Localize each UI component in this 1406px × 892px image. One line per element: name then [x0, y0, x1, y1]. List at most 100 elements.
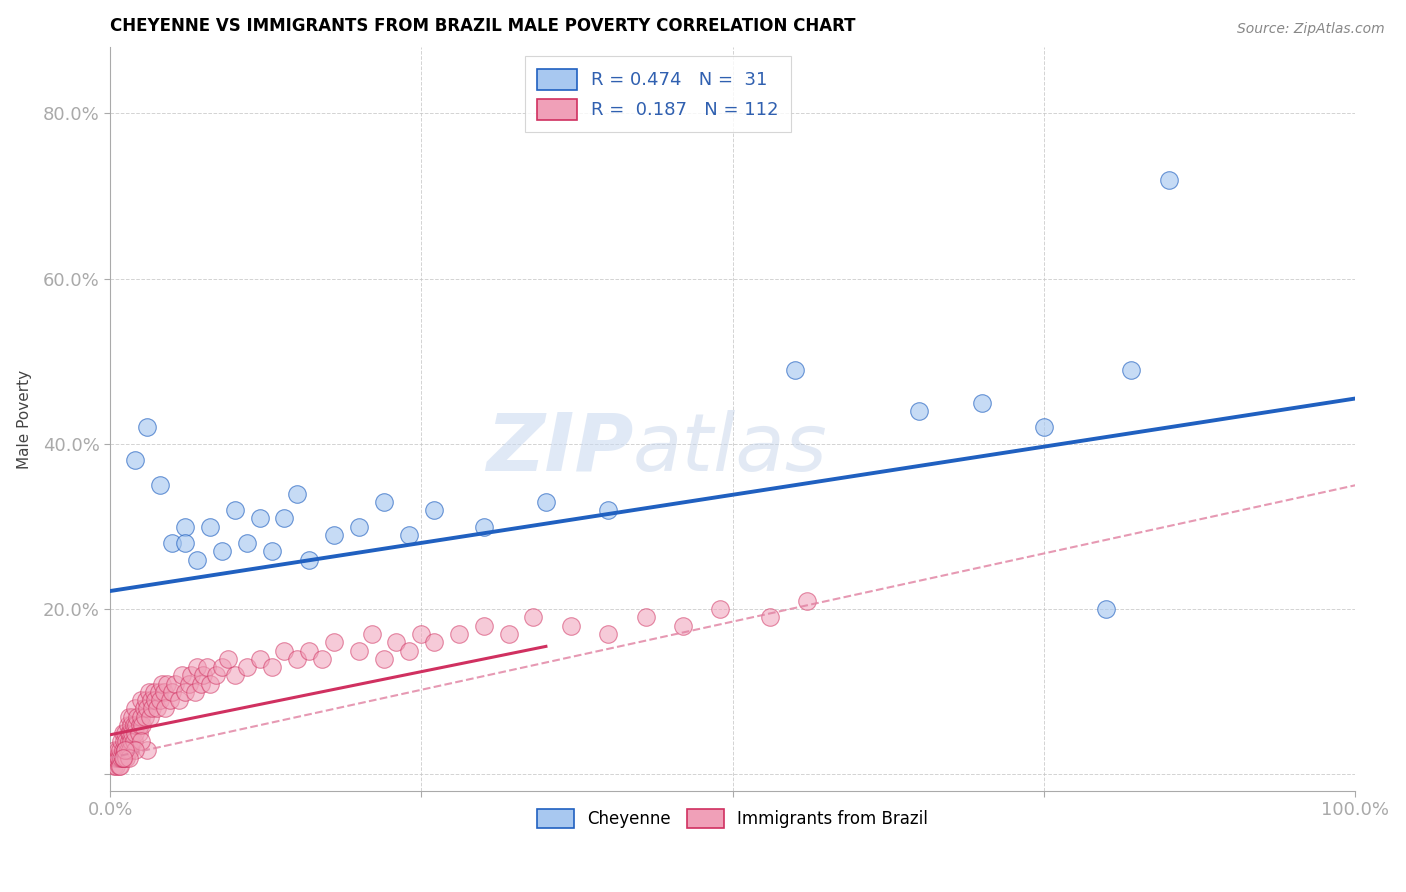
Point	[111, 726, 134, 740]
Point	[195, 660, 218, 674]
Point	[105, 751, 128, 765]
Point	[173, 685, 195, 699]
Point	[236, 536, 259, 550]
Point	[249, 652, 271, 666]
Point	[115, 734, 138, 748]
Point	[298, 552, 321, 566]
Point	[1121, 362, 1143, 376]
Point	[142, 685, 165, 699]
Point	[385, 635, 408, 649]
Point	[108, 742, 131, 756]
Point	[534, 495, 557, 509]
Point	[129, 693, 152, 707]
Point	[118, 742, 141, 756]
Point	[136, 742, 159, 756]
Point	[124, 742, 146, 756]
Point	[156, 676, 179, 690]
Point	[115, 751, 138, 765]
Point	[186, 552, 208, 566]
Legend: Cheyenne, Immigrants from Brazil: Cheyenne, Immigrants from Brazil	[530, 802, 935, 835]
Point	[180, 668, 202, 682]
Point	[373, 652, 395, 666]
Point	[177, 676, 200, 690]
Point	[120, 718, 142, 732]
Point	[125, 718, 148, 732]
Point	[598, 627, 620, 641]
Point	[198, 519, 221, 533]
Point	[124, 701, 146, 715]
Point	[672, 618, 695, 632]
Point	[796, 594, 818, 608]
Point	[129, 718, 152, 732]
Text: CHEYENNE VS IMMIGRANTS FROM BRAZIL MALE POVERTY CORRELATION CHART: CHEYENNE VS IMMIGRANTS FROM BRAZIL MALE …	[110, 17, 856, 35]
Point	[134, 709, 156, 723]
Point	[1157, 172, 1180, 186]
Point	[598, 503, 620, 517]
Point	[107, 751, 129, 765]
Point	[311, 652, 333, 666]
Point	[118, 726, 141, 740]
Point	[105, 759, 128, 773]
Point	[634, 610, 657, 624]
Point	[224, 503, 246, 517]
Point	[135, 693, 157, 707]
Point	[118, 751, 141, 765]
Point	[118, 734, 141, 748]
Point	[398, 643, 420, 657]
Text: Source: ZipAtlas.com: Source: ZipAtlas.com	[1237, 22, 1385, 37]
Text: atlas: atlas	[633, 410, 828, 488]
Point	[163, 676, 186, 690]
Point	[198, 676, 221, 690]
Point	[104, 751, 127, 765]
Point	[211, 544, 233, 558]
Point	[323, 528, 346, 542]
Point	[249, 511, 271, 525]
Point	[260, 544, 283, 558]
Point	[560, 618, 582, 632]
Point	[127, 709, 149, 723]
Point	[121, 709, 143, 723]
Point	[217, 652, 239, 666]
Point	[411, 627, 433, 641]
Point	[162, 685, 184, 699]
Point	[141, 701, 163, 715]
Point	[908, 404, 931, 418]
Point	[108, 759, 131, 773]
Point	[273, 511, 295, 525]
Point	[323, 635, 346, 649]
Point	[373, 495, 395, 509]
Point	[260, 660, 283, 674]
Point	[273, 643, 295, 657]
Point	[347, 519, 370, 533]
Point	[114, 742, 136, 756]
Point	[110, 751, 132, 765]
Point	[149, 693, 172, 707]
Point	[970, 395, 993, 409]
Point	[148, 685, 170, 699]
Point	[107, 751, 129, 765]
Point	[152, 685, 174, 699]
Point	[132, 701, 155, 715]
Point	[112, 751, 135, 765]
Y-axis label: Male Poverty: Male Poverty	[17, 369, 32, 468]
Point	[111, 742, 134, 756]
Point	[205, 668, 228, 682]
Point	[498, 627, 520, 641]
Point	[173, 536, 195, 550]
Point	[138, 685, 160, 699]
Point	[124, 453, 146, 467]
Point	[118, 709, 141, 723]
Point	[111, 751, 134, 765]
Point	[110, 734, 132, 748]
Point	[298, 643, 321, 657]
Point	[117, 742, 139, 756]
Point	[1095, 602, 1118, 616]
Point	[104, 742, 127, 756]
Point	[146, 701, 169, 715]
Point	[285, 652, 308, 666]
Point	[122, 718, 145, 732]
Point	[114, 726, 136, 740]
Point	[224, 668, 246, 682]
Point	[173, 519, 195, 533]
Point	[136, 701, 159, 715]
